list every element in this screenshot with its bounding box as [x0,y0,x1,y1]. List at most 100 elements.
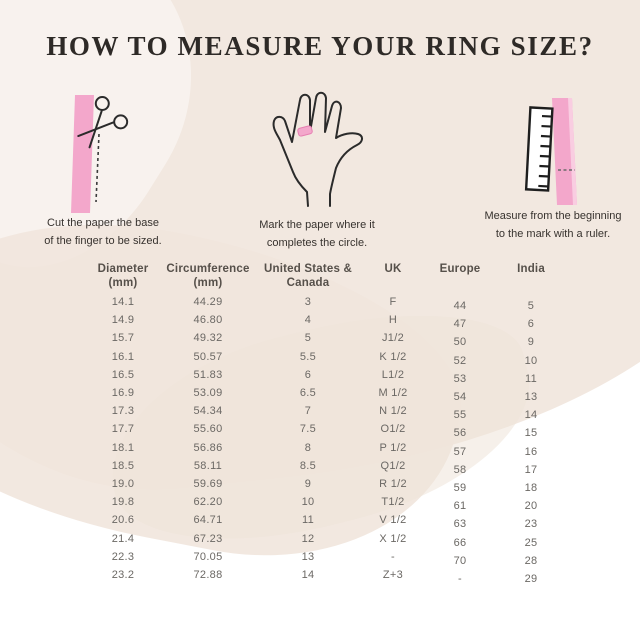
table-cell: T1/2 [381,496,405,509]
table-row: 16.5 51.83 6 L1/2 53 11 [84,366,566,385]
scissors-icon [77,95,129,149]
table-cell: 15 [524,427,538,440]
table-cell: 20.6 [111,514,135,527]
table-cell: 14.9 [111,314,135,327]
table-cell: V 1/2 [379,514,407,527]
table-cell: 18 [524,481,538,494]
table-row: 23.2 72.88 14 Z+3 - 29 [84,566,566,585]
table-cell: 23 [524,518,538,531]
table-cell: 44.29 [193,296,223,309]
table-cell: 11 [301,514,315,527]
table-cell: 5 [304,332,312,345]
table-cell: 16.9 [111,387,135,400]
table-cell: 50.57 [193,350,223,363]
table-cell: 16 [524,445,538,458]
table-cell: R 1/2 [379,477,407,490]
step-caption-cut: Cut the paper the base of the finger to … [18,215,188,250]
caption-line: completes the circle. [266,236,368,249]
table-cell: 54 [453,391,467,404]
ruler-icon [524,106,554,192]
table-cell: M 1/2 [378,387,408,400]
table-cell: O1/2 [380,423,406,436]
table-row: 16.1 50.57 5.5 K 1/2 52 10 [84,348,566,367]
table-cell: L1/2 [381,368,405,381]
table-cell: 16.5 [111,368,135,381]
table-cell: 70 [453,554,467,567]
caption-line: Measure from the beginning [484,210,622,222]
table-cell: 63 [453,518,467,531]
table-cell: 18.1 [111,441,135,454]
table-row: 21.4 67.23 12 X 1/2 66 25 [84,529,566,549]
column-header: United States & Canada [264,263,352,289]
table-cell: 8.5 [299,459,317,472]
table-cell: 22.3 [111,550,135,563]
table-cell: 12 [301,532,315,545]
caption-line: to the mark with a ruler. [495,227,611,240]
paper-strip-highlight [568,98,577,205]
paper-strip [71,95,94,213]
table-cell: 25 [524,536,538,549]
table-cell: 70.05 [193,550,223,563]
table-cell: 13 [301,550,315,563]
table-cell: 54.34 [193,405,223,418]
table-cell: 14 [301,568,315,581]
column-header: Diameter (mm) [97,263,149,289]
table-cell: 55.60 [193,423,223,436]
table-cell: 19.0 [111,477,135,490]
table-row: 19.8 62.20 10 T1/2 61 20 [84,493,566,512]
table-cell: 59 [453,481,467,494]
table-row: 17.7 55.60 7.5 O1/2 56 15 [84,420,566,439]
table-cell: 13 [524,391,538,404]
column-header: Circumference (mm) [166,263,250,289]
table-cell: 7 [304,405,312,418]
table-cell: 57 [453,445,467,458]
scissors-cut-illustration [71,95,129,213]
table-cell: 6.5 [299,387,317,400]
table-cell: 56 [453,427,467,440]
table-cell: 56.86 [193,441,223,454]
step-caption-measure: Measure from the beginning to the mark w… [458,208,640,243]
table-row: 22.3 70.05 13 - 70 28 [84,548,566,567]
table-cell: 66 [453,536,467,549]
table-cell: 17 [524,463,538,476]
cut-dashed-line [95,133,100,203]
table-cell: P 1/2 [379,441,407,454]
table-cell: 52 [453,354,467,367]
table-cell: 53.09 [193,387,223,400]
table-cell: 15.7 [111,332,135,345]
table-cell: X 1/2 [379,532,407,545]
table-cell: 7.5 [299,423,317,436]
table-cell: 14.1 [111,296,135,309]
table-body: 14.1 44.29 3 F 44 5 14.9 46.80 4 H 47 6 15.7 49.32 5 J1… [84,293,566,585]
table-cell: 9 [527,336,535,349]
table-cell: 4 [304,314,312,327]
table-cell: 44 [453,300,467,313]
table-cell: 28 [524,554,538,567]
table-header-row: Diameter (mm) Circumference (mm) United Stat… [84,262,566,290]
column-header: India [517,263,545,275]
table-cell: 53 [453,372,467,385]
table-cell: Q1/2 [380,459,406,472]
table-cell: 47 [453,318,467,331]
hand-icon [272,91,363,207]
table-cell: 11 [524,372,538,385]
table-row: 16.9 53.09 6.5 M 1/2 54 13 [84,384,566,403]
table-cell: Z+3 [382,568,404,581]
table-row: 14.1 44.29 3 F 44 5 [84,293,566,312]
ruler-measure-illustration [524,98,577,205]
table-cell: 59.69 [193,477,223,490]
table-cell: 58 [453,463,467,476]
table-cell: 64.71 [193,514,223,527]
table-cell: 17.7 [111,423,135,436]
caption-line: Mark the paper where it [259,219,375,231]
table-cell: - [458,572,462,585]
table-cell: 10 [301,496,315,509]
table-row: 18.1 56.86 8 P 1/2 57 16 [84,439,566,458]
ring-size-table: Diameter (mm) Circumference (mm) United Stat… [84,262,566,585]
column-header: UK [384,263,402,275]
caption-line: of the finger to be sized. [44,234,162,247]
hand-with-ring-illustration [272,91,363,207]
table-cell: 20 [524,500,538,513]
table-row: 15.7 49.32 5 J1/2 50 9 [84,329,566,348]
